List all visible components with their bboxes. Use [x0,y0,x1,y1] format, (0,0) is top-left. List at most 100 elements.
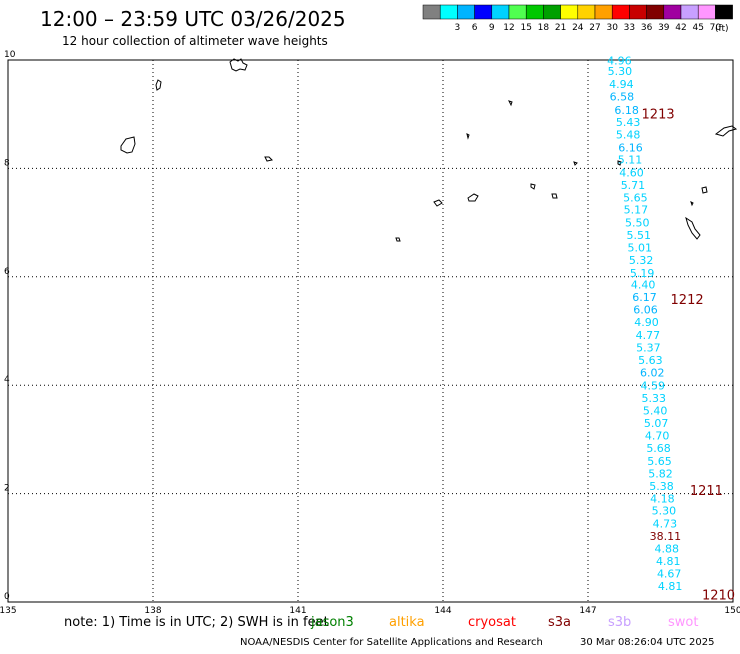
island-shape [714,125,738,137]
legend-swatch [457,4,475,20]
wave-height-value: 5.01 [627,241,652,254]
wave-height-value: 6.17 [632,291,657,304]
wave-height-value: 6.06 [633,304,658,317]
island-shape [466,133,470,140]
wave-height-value: 6.02 [640,367,665,380]
wave-height-value: 4.94 [609,78,634,91]
wave-height-value: 5.30 [608,65,633,78]
map-grid: 135 138 141 144 147 150 0 2 4 6 8 10 [0,50,740,616]
satellite-name: cryosat [468,615,516,630]
island-shape [551,193,558,199]
wave-height-value: 4.59 [641,380,666,393]
legend-swatch [543,4,561,20]
island-shape [685,216,701,240]
latitude-tick-label: 10 [4,50,16,60]
wave-height-value: 4.81 [658,580,683,593]
wave-height-value: 5.43 [616,116,641,129]
legend-swatch [577,4,596,20]
wave-height-value: 5.30 [652,505,677,518]
legend-swatch [491,4,510,20]
wave-height-value: 6.16 [618,142,643,155]
wave-height-value: 5.68 [646,442,671,455]
legend-swatch [663,4,682,20]
legend-label: 42 [675,23,686,33]
wave-height-value: 6.58 [610,91,635,104]
legend-swatch [715,4,733,20]
legend-label: 70 [710,23,722,33]
wave-height-value: 5.32 [629,254,654,267]
wave-height-value: 4.67 [657,568,682,581]
island-shape [229,58,248,72]
legend-label: 39 [658,23,670,33]
wave-height-value: 5.19 [630,267,655,280]
latitude-tick-label: 4 [4,375,10,385]
longitude-tick-label: 138 [144,606,161,616]
legend-label: 9 [489,23,495,33]
wave-height-value: 5.48 [616,129,641,142]
footer-note: note: 1) Time is in UTC; 2) SWH is in fe… [64,615,329,630]
island-shape [120,136,136,154]
wave-height-value: 5.37 [636,342,661,355]
wave-height-value: 5.65 [647,455,672,468]
pass-time-label: 1210 [702,588,735,603]
wave-height-value: 5.82 [648,467,673,480]
legend-swatch [508,4,527,20]
legend-unit: (ft) [715,24,729,34]
wave-height-value: 5.71 [621,179,646,192]
satellite-name: s3b [608,615,631,630]
wave-height-value: 4.96 [607,54,632,67]
wave-height-value: 5.51 [627,229,652,242]
map-frame [7,59,734,603]
legend-label: 27 [589,23,600,33]
latitude-tick-label: 6 [4,267,10,277]
wave-height-value: 5.38 [649,480,674,493]
island-shape [395,237,401,242]
longitude-tick-label: 147 [579,606,596,616]
longitude-tick-label: 150 [724,606,740,616]
satellite-name: s3a [548,615,571,630]
pass-time-labels: 1213 1212 1211 1210 [642,108,736,604]
island-shape [573,161,578,166]
legend-label: 30 [606,23,618,33]
coastlines [120,58,738,242]
longitude-tick-label: 141 [289,606,306,616]
page-title: 12:00 – 23:59 UTC 03/26/2025 [40,7,346,31]
longitude-tick-label: 144 [434,606,451,616]
wave-height-value: 4.70 [645,429,670,442]
wave-height-value: 4.73 [653,518,678,531]
legend-label: 12 [503,23,514,33]
pass-time-label: 1213 [642,108,675,123]
wave-height-value: 5.17 [624,203,649,216]
legend-label: 6 [472,23,478,33]
wave-height-value: 4.18 [650,492,675,505]
pass-time-label: 1212 [671,293,704,308]
island-shape [701,186,708,194]
legend-swatch [646,4,665,20]
satellite-name: swot [668,615,698,630]
wave-height-value: 4.81 [656,555,681,568]
legend-label: 18 [538,23,550,33]
legend-swatch [525,4,544,20]
wave-height-value: 5.40 [643,404,668,417]
wave-height-value: 38.11 [650,530,682,543]
legend-swatch [560,4,579,20]
island-shape [264,156,274,162]
legend-label: 33 [624,23,635,33]
legend-swatch [680,4,699,20]
island-shape [617,160,622,166]
legend-label: 3 [455,23,461,33]
island-shape [155,79,162,91]
wave-height-value: 5.07 [644,417,669,430]
wave-height-value: 4.90 [634,316,659,329]
wave-height-value: 4.60 [619,167,644,180]
footer-credit: NOAA/NESDIS Center for Satellite Applica… [240,637,543,648]
satellite-name: jason3 [310,615,354,630]
legend-swatch [422,4,441,20]
satellite-legend: jason3 altika cryosat s3a s3b swot [310,615,698,630]
island-shape [508,100,513,107]
legend-swatch [697,4,716,20]
legend-label: 24 [572,23,584,33]
legend-label: 36 [641,23,653,33]
